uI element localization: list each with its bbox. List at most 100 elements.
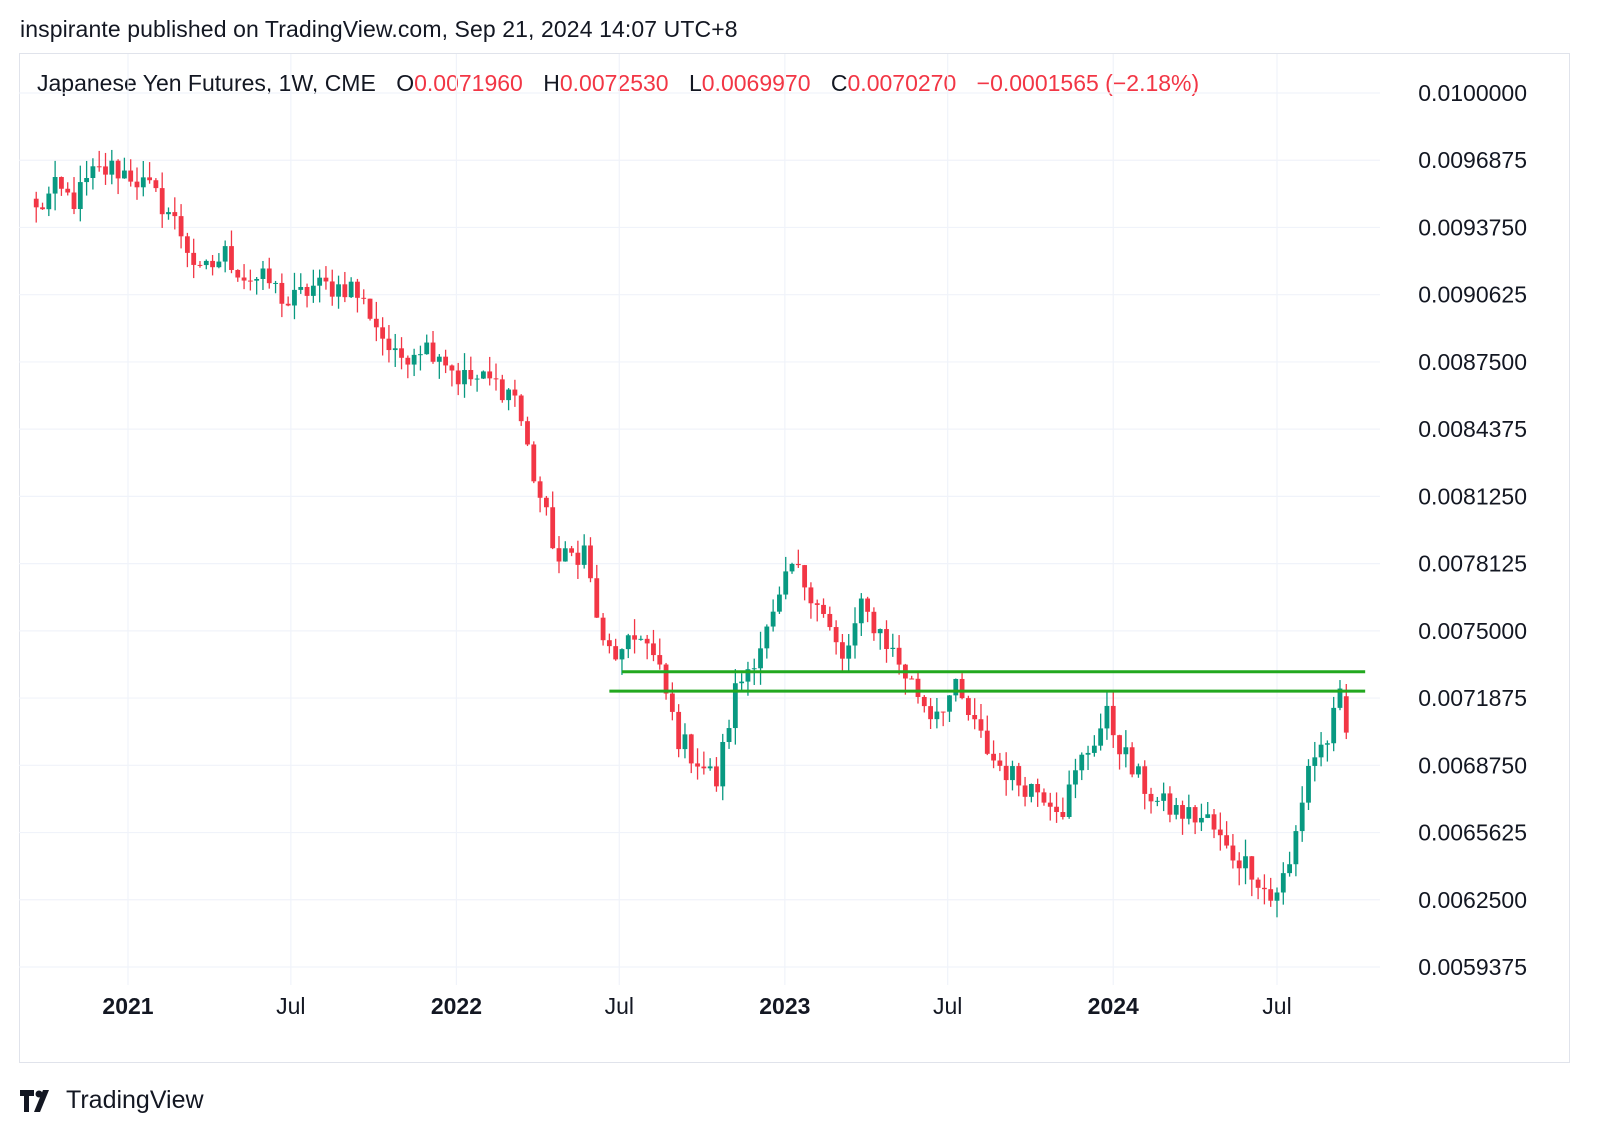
candle-body xyxy=(669,693,675,712)
candle-body xyxy=(934,711,940,720)
candle-body xyxy=(1217,829,1223,836)
candle-body xyxy=(531,444,537,482)
candle-body xyxy=(928,706,933,720)
candle-body xyxy=(1230,845,1236,861)
candle-body xyxy=(222,246,228,262)
candle-body xyxy=(997,760,1003,766)
candle-body xyxy=(543,497,549,508)
candle-body xyxy=(764,626,770,649)
candle-body xyxy=(695,763,700,767)
candle-body xyxy=(336,284,341,297)
candle-body xyxy=(203,260,209,266)
high-value: 0.0072530 xyxy=(559,70,669,96)
horizontal-levels xyxy=(609,670,1366,693)
candle-body xyxy=(1098,728,1104,746)
candle-body xyxy=(210,260,215,268)
change-value: −0.0001565 (−2.18%) xyxy=(976,70,1200,96)
candle-body xyxy=(235,269,241,278)
candle-body xyxy=(411,354,417,365)
candle-body xyxy=(1003,765,1009,781)
candle-body xyxy=(46,193,52,210)
candle-body xyxy=(430,342,436,362)
candle-body xyxy=(720,742,726,787)
candle-body xyxy=(758,648,763,669)
candle-body xyxy=(260,268,266,279)
candle-body xyxy=(1180,805,1185,819)
candle-body xyxy=(122,170,127,179)
candle-body xyxy=(688,734,694,764)
candle-body xyxy=(191,252,197,265)
candle-body xyxy=(525,421,530,445)
candle-body xyxy=(940,711,946,713)
candle-body xyxy=(1110,705,1116,736)
candle-body xyxy=(247,280,253,282)
candle-body xyxy=(1293,831,1299,865)
candle-body xyxy=(991,753,996,761)
candle-body xyxy=(197,264,203,266)
x-tick-label: Jul xyxy=(1262,993,1291,1019)
candle-body xyxy=(909,678,915,680)
candle-body xyxy=(310,285,316,296)
candle-body xyxy=(739,681,745,684)
candle-body xyxy=(581,545,587,565)
candle-body xyxy=(1306,765,1311,803)
publish-caption: inspirante published on TradingView.com,… xyxy=(20,16,738,42)
x-tick-label: 2022 xyxy=(431,993,482,1019)
candle-body xyxy=(342,284,348,298)
candle-body xyxy=(361,297,367,299)
x-axis: 2021 Jul 2022 Jul 2023 Jul 2024 Jul xyxy=(102,993,1291,1019)
candle-body xyxy=(506,389,512,401)
y-tick-label: 0.0062500 xyxy=(1418,887,1527,913)
candle-body xyxy=(399,348,404,358)
candle-body xyxy=(1299,802,1305,832)
candle-body xyxy=(1199,817,1204,823)
candle-body xyxy=(556,548,562,562)
candle-body xyxy=(266,268,272,284)
candle-body xyxy=(172,212,178,217)
candle-body xyxy=(1054,806,1059,813)
candle-body xyxy=(292,289,297,306)
candle-body xyxy=(348,281,354,298)
candle-body xyxy=(273,282,278,284)
candle-body xyxy=(953,678,959,696)
candle-body xyxy=(493,378,499,380)
y-tick-label: 0.0065625 xyxy=(1418,820,1527,846)
candle-body xyxy=(109,160,115,175)
candle-body xyxy=(449,365,455,371)
candle-body xyxy=(184,236,190,253)
candle-body xyxy=(462,370,467,385)
candle-body xyxy=(1343,696,1349,733)
chart-legend: Japanese Yen Futures, 1W, CME O0.0071960… xyxy=(37,70,1199,97)
y-tick-label: 0.0096875 xyxy=(1418,147,1527,173)
candle-body xyxy=(474,378,480,380)
candle-body xyxy=(1211,814,1217,830)
candle-body xyxy=(329,281,335,297)
candle-body xyxy=(569,548,574,553)
candle-body xyxy=(418,354,423,356)
candle-body xyxy=(1268,889,1274,901)
open-value: 0.0071960 xyxy=(414,70,523,96)
candle-body xyxy=(714,766,719,787)
candle-body xyxy=(745,669,751,682)
candle-body xyxy=(285,303,291,306)
candle-body xyxy=(1117,735,1122,755)
candle-body xyxy=(821,604,826,614)
y-tick-label: 0.0100000 xyxy=(1418,80,1527,106)
candles xyxy=(33,149,1349,918)
candle-body xyxy=(1243,856,1248,869)
candle-body xyxy=(140,177,146,188)
candle-body xyxy=(518,395,524,422)
tradingview-logo[interactable]: TradingView xyxy=(20,1086,204,1115)
candle-body xyxy=(978,719,984,731)
candle-body xyxy=(304,286,310,296)
candle-body xyxy=(33,198,39,208)
candle-body xyxy=(1085,752,1091,755)
candle-body xyxy=(468,370,474,380)
candle-body xyxy=(890,647,896,650)
candle-body xyxy=(1262,887,1267,890)
candle-body xyxy=(298,286,304,290)
candle-body xyxy=(424,342,430,355)
candle-body xyxy=(1161,793,1167,801)
candle-body xyxy=(323,277,329,282)
